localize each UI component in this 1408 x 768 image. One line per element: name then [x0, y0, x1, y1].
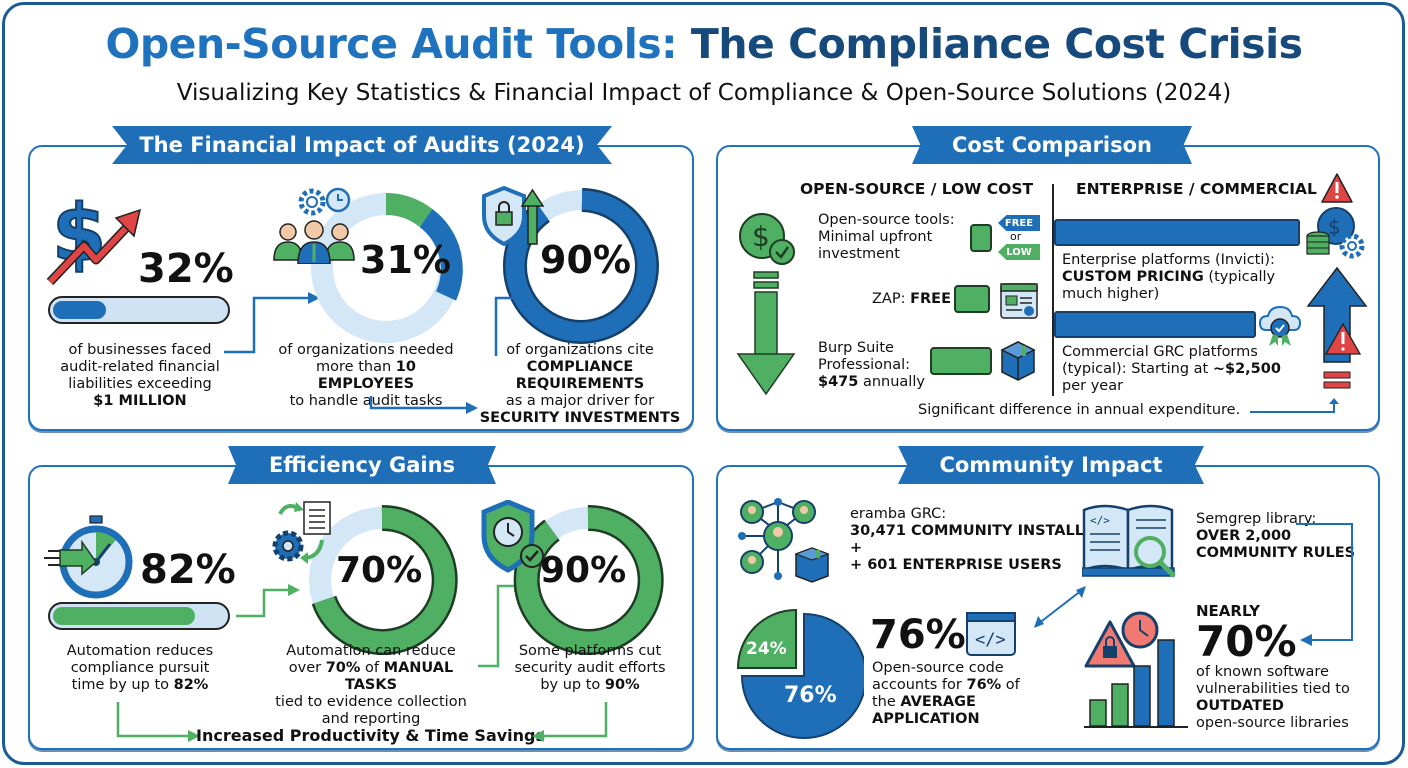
donut-chart-31 — [311, 192, 463, 343]
efficiency-stat1-description: Automation reduces compliance pursuit ti… — [66, 643, 214, 693]
stat2-description: of organizations needed more than 10 EMP… — [278, 342, 454, 409]
code-window-icon: </> — [966, 612, 1016, 656]
efficiency-stat3-description: Some platforms cut security audit effort… — [514, 643, 666, 693]
web-scanner-icon — [1000, 283, 1038, 319]
donut-chart-70 — [309, 504, 458, 655]
grc-platforms-label: Commercial GRC platforms (typical): Star… — [1062, 344, 1281, 394]
financial-impact-title: The Financial Impact of Audits (2024) — [112, 126, 612, 164]
dollar-trend-up-icon: $ — [46, 188, 142, 286]
burp-cost-bar — [930, 347, 992, 375]
open-source-cost-bar — [970, 224, 992, 252]
or-label: or — [1010, 230, 1022, 243]
efficiency-footer: Increased Productivity & Time Savings — [196, 726, 546, 745]
team-gear-clock-icon — [273, 187, 355, 264]
svg-text:</>: </> — [975, 630, 1006, 650]
svg-text:24%: 24% — [746, 639, 787, 659]
donut-chart-90 — [503, 188, 659, 344]
stat-31-percent: 31% — [360, 238, 451, 282]
stat-76-percent: 76% — [870, 612, 966, 658]
stat-70-percent: 70% — [336, 550, 423, 591]
progress-fill — [53, 301, 107, 319]
cost-comparison-panel — [716, 145, 1380, 431]
money-stack-gear-icon: $ — [1306, 207, 1365, 259]
stopwatch-icon — [44, 515, 133, 599]
shield-lock-arrow-icon — [482, 186, 545, 247]
page-title: Open-Source Audit Tools: The Compliance … — [105, 20, 1303, 68]
document-gear-automation-icon — [272, 501, 331, 564]
network-users-icon — [738, 498, 830, 583]
column-divider — [1052, 184, 1054, 396]
progress-fill — [53, 607, 196, 625]
bidirectional-arrow — [1034, 586, 1086, 628]
cost-down-arrow-icon — [736, 271, 796, 396]
open-source-tools-label: Open-source tools: Minimal upfront inves… — [818, 212, 955, 262]
community-impact-title: Community Impact — [898, 446, 1204, 484]
connector-arrow-right — [532, 702, 608, 742]
dollar-check-icon: $ — [739, 213, 795, 265]
code-book-search-icon: </> — [1082, 504, 1176, 578]
connector-arrow — [494, 292, 528, 356]
stat-90-percent: 90% — [540, 238, 631, 282]
zap-cost-bar — [954, 285, 990, 313]
donut-chart-90-green — [513, 504, 664, 655]
eramba-stats: eramba GRC: 30,471 COMMUNITY INSTALLS + … — [850, 506, 1095, 573]
progress-bar-82 — [48, 602, 230, 630]
stat-32-percent: 32% — [138, 246, 234, 292]
grc-cost-bar — [1054, 311, 1256, 338]
burp-suite-label: Burp Suite Professional: $475 annually — [818, 340, 925, 390]
semgrep-stats: Semgrep library: OVER 2,000 COMMUNITY RU… — [1196, 511, 1356, 561]
stat3-description: of organizations cite COMPLIANCE REQUIRE… — [479, 342, 681, 426]
pie-chart-76: 24% 76% — [736, 608, 864, 739]
page-subtitle: Visualizing Key Statistics & Financial I… — [176, 80, 1232, 106]
connector-arrow-left — [116, 702, 200, 742]
shield-clock-check-icon — [481, 500, 544, 573]
open-source-header: OPEN-SOURCE / LOW COST — [800, 180, 1034, 198]
svg-text:76%: 76% — [784, 683, 837, 708]
vuln-stat: NEARLY 70% of known software vulnerabili… — [1196, 602, 1350, 731]
enterprise-platforms-label: Enterprise platforms (Invicti): CUSTOM P… — [1062, 252, 1276, 302]
progress-bar-32 — [48, 296, 230, 324]
stat-90-percent-efficiency: 90% — [540, 550, 627, 591]
package-box-icon — [1000, 341, 1036, 381]
svg-text:$: $ — [1328, 215, 1341, 239]
connector-arrow — [369, 396, 478, 414]
cost-up-arrow-icon — [1306, 266, 1368, 389]
svg-text:</>: </> — [1090, 514, 1110, 527]
enterprise-cost-bar — [1054, 219, 1300, 246]
cost-comparison-title: Cost Comparison — [912, 126, 1192, 164]
efficiency-gains-title: Efficiency Gains — [228, 446, 496, 484]
svg-text:$: $ — [752, 220, 770, 253]
low-tag: LOW — [998, 244, 1040, 260]
zap-label: ZAP: FREE — [872, 291, 951, 307]
warning-icon — [1321, 173, 1353, 203]
efficiency-stat2-description: Automation can reduce over 70% of MANUAL… — [275, 643, 467, 727]
stat1-description: of businesses faced audit-related financ… — [60, 342, 220, 409]
cost-footer-note: Significant difference in annual expendi… — [918, 402, 1241, 418]
stat-82-percent: 82% — [140, 547, 236, 593]
outdated-library-warning-icon — [1084, 611, 1188, 728]
connector-arrow — [1250, 398, 1339, 413]
connector-arrow — [224, 292, 320, 354]
open-source-code-description: Open-source code accounts for 76% of the… — [872, 660, 1020, 727]
enterprise-header: ENTERPRISE / COMMERCIAL — [1076, 180, 1317, 198]
connector-arrow — [1296, 523, 1353, 646]
cloud-certified-icon — [1258, 305, 1302, 346]
connector-arrow — [236, 584, 300, 618]
free-tag: FREE — [998, 215, 1040, 231]
